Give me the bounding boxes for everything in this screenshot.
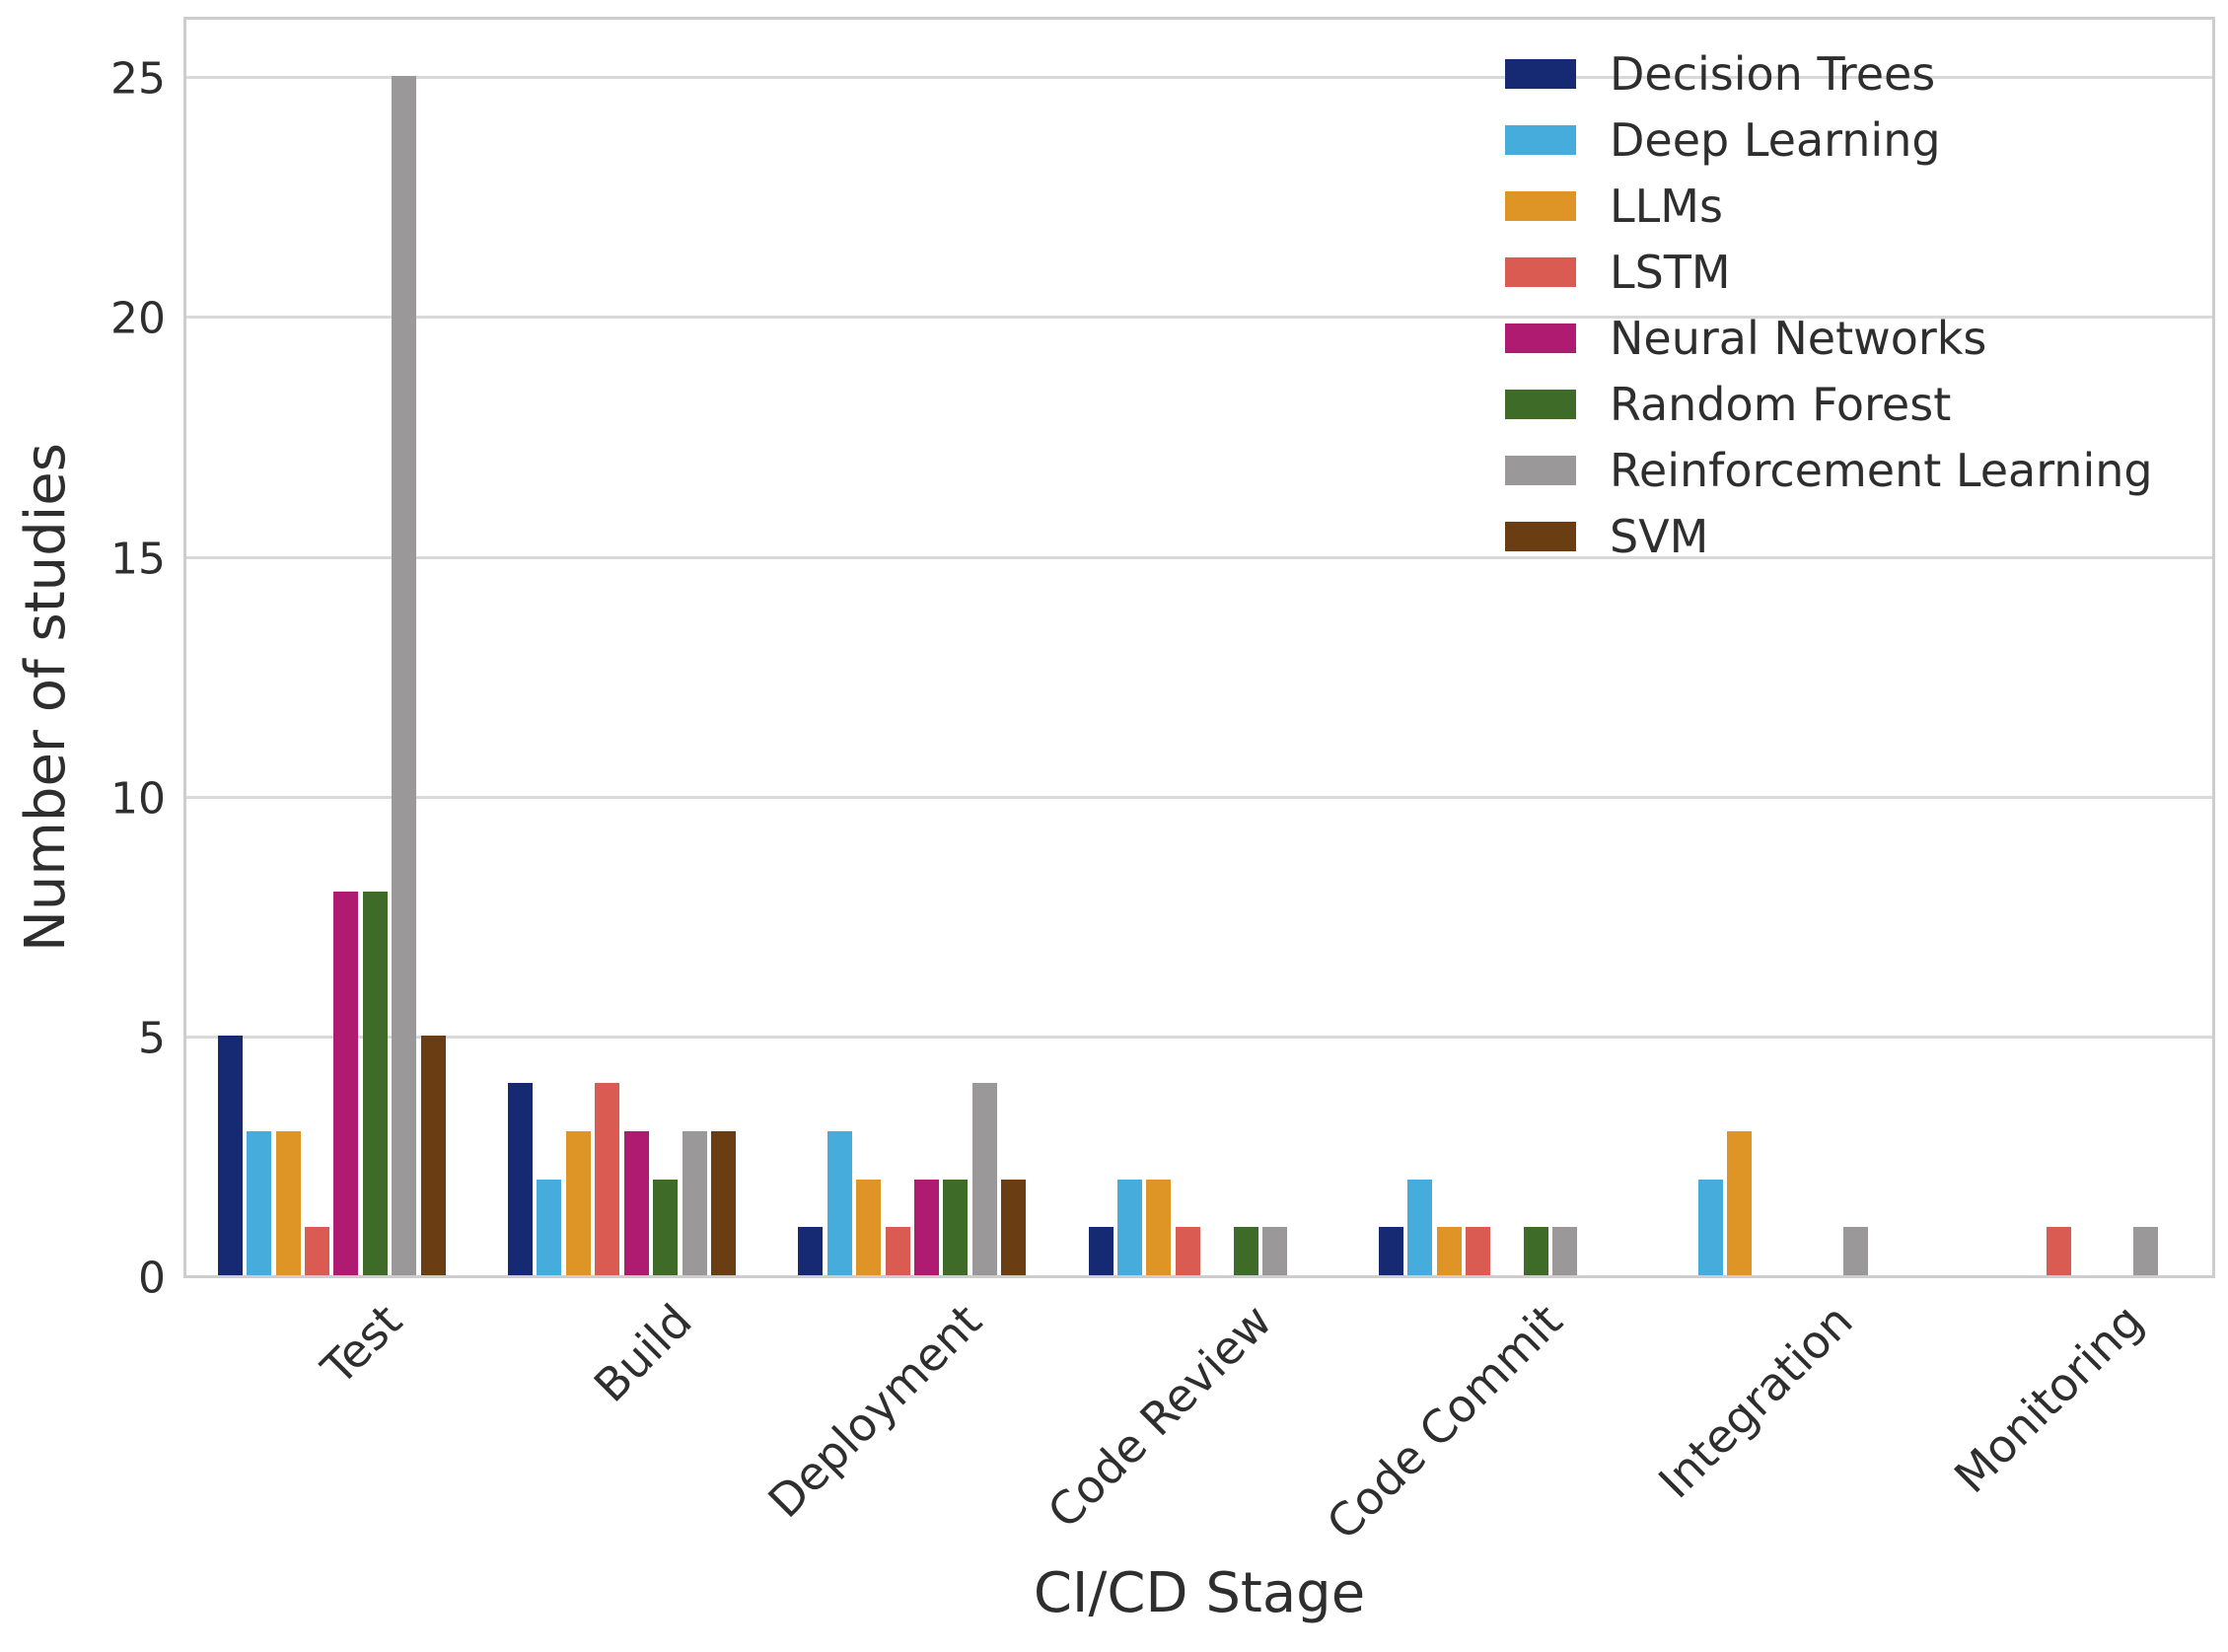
legend-swatch-llms <box>1505 191 1576 221</box>
bar-neural-networks-test <box>333 891 359 1275</box>
bar-random-forest-test <box>362 891 388 1275</box>
gridline-15 <box>186 555 2212 559</box>
bar-reinforcement-learning-test <box>392 76 417 1275</box>
bar-decision-trees-build <box>507 1083 533 1275</box>
legend-item-random-forest: Random Forest <box>1505 378 2153 431</box>
bar-reinforcement-learning-monitoring <box>2132 1227 2158 1275</box>
bar-llms-integration <box>1726 1131 1752 1275</box>
gridline-10 <box>186 795 2212 799</box>
x-tick-label-code-review: Code Review <box>1038 1294 1283 1539</box>
legend-swatch-lstm <box>1505 257 1576 287</box>
legend-item-svm: SVM <box>1505 510 2153 563</box>
bar-random-forest-build <box>653 1179 679 1275</box>
legend: Decision Trees Deep Learning LLMs LSTM Neura… <box>1505 47 2153 588</box>
legend-item-lstm: LSTM <box>1505 246 2153 299</box>
y-tick-label-15: 15 <box>110 534 166 585</box>
bar-llms-code-commit <box>1436 1227 1462 1275</box>
bar-lstm-deployment <box>885 1227 910 1275</box>
bar-svm-deployment <box>1001 1179 1027 1275</box>
bar-svm-test <box>420 1035 446 1275</box>
plot-area: Decision Trees Deep Learning LLMs LSTM Neura… <box>183 17 2215 1278</box>
bar-deep-learning-deployment <box>827 1131 852 1275</box>
bar-decision-trees-deployment <box>798 1227 824 1275</box>
x-tick-label-build: Build <box>583 1294 702 1412</box>
bar-random-forest-code-commit <box>1523 1227 1548 1275</box>
legend-item-reinforcement-learning: Reinforcement Learning <box>1505 444 2153 497</box>
legend-swatch-decision-trees <box>1505 59 1576 89</box>
bar-deep-learning-integration <box>1697 1179 1723 1275</box>
bar-neural-networks-deployment <box>913 1179 939 1275</box>
legend-label-decision-trees: Decision Trees <box>1610 47 1936 101</box>
bar-deep-learning-code-review <box>1116 1179 1142 1275</box>
legend-label-deep-learning: Deep Learning <box>1610 113 1941 167</box>
legend-label-neural-networks: Neural Networks <box>1610 312 1987 365</box>
bar-llms-build <box>565 1131 591 1275</box>
bar-random-forest-code-review <box>1233 1227 1258 1275</box>
legend-swatch-neural-networks <box>1505 323 1576 353</box>
legend-swatch-deep-learning <box>1505 125 1576 155</box>
y-tick-label-25: 25 <box>110 53 166 105</box>
y-tick-label-0: 0 <box>138 1253 166 1304</box>
bar-llms-code-review <box>1146 1179 1172 1275</box>
x-axis-label: CI/CD Stage <box>1033 1561 1366 1625</box>
legend-swatch-svm <box>1505 522 1576 551</box>
bar-lstm-build <box>595 1083 620 1275</box>
legend-label-svm: SVM <box>1610 510 1709 563</box>
x-tick-label-monitoring: Monitoring <box>1943 1294 2154 1504</box>
bar-neural-networks-build <box>623 1131 649 1275</box>
y-axis-label: Number of studies <box>14 443 78 952</box>
y-tick-label-5: 5 <box>138 1013 166 1064</box>
bar-llms-test <box>275 1131 301 1275</box>
legend-item-llms: LLMs <box>1505 180 2153 233</box>
legend-label-reinforcement-learning: Reinforcement Learning <box>1610 444 2153 497</box>
legend-swatch-random-forest <box>1505 390 1576 419</box>
x-tick-label-code-commit: Code Commit <box>1316 1294 1573 1550</box>
bar-lstm-code-review <box>1175 1227 1200 1275</box>
x-tick-label-test: Test <box>311 1294 412 1396</box>
bar-lstm-test <box>304 1227 329 1275</box>
bar-decision-trees-test <box>217 1035 243 1275</box>
bar-lstm-monitoring <box>2046 1227 2071 1275</box>
legend-label-lstm: LSTM <box>1610 246 1731 299</box>
bar-deep-learning-code-commit <box>1407 1179 1433 1275</box>
bar-reinforcement-learning-build <box>682 1131 707 1275</box>
bar-decision-trees-code-commit <box>1378 1227 1403 1275</box>
bar-lstm-code-commit <box>1466 1227 1491 1275</box>
gridline-25 <box>186 76 2212 80</box>
legend-label-llms: LLMs <box>1610 180 1723 233</box>
legend-item-neural-networks: Neural Networks <box>1505 312 2153 365</box>
bar-svm-build <box>710 1131 736 1275</box>
gridline-5 <box>186 1035 2212 1039</box>
bar-reinforcement-learning-code-review <box>1262 1227 1288 1275</box>
gridline-20 <box>186 316 2212 320</box>
bar-llms-deployment <box>856 1179 882 1275</box>
legend-item-decision-trees: Decision Trees <box>1505 47 2153 101</box>
bar-deep-learning-test <box>247 1131 272 1275</box>
bar-random-forest-deployment <box>943 1179 969 1275</box>
x-tick-label-deployment: Deployment <box>757 1294 992 1529</box>
bar-decision-trees-code-review <box>1088 1227 1114 1275</box>
legend-item-deep-learning: Deep Learning <box>1505 113 2153 167</box>
y-tick-label-20: 20 <box>110 293 166 344</box>
bar-reinforcement-learning-integration <box>1842 1227 1868 1275</box>
legend-swatch-reinforcement-learning <box>1505 456 1576 485</box>
x-tick-label-integration: Integration <box>1648 1294 1863 1509</box>
bar-reinforcement-learning-deployment <box>971 1083 997 1275</box>
y-tick-label-10: 10 <box>110 773 166 825</box>
bar-deep-learning-build <box>537 1179 562 1275</box>
legend-label-random-forest: Random Forest <box>1610 378 1952 431</box>
bar-reinforcement-learning-code-commit <box>1552 1227 1578 1275</box>
